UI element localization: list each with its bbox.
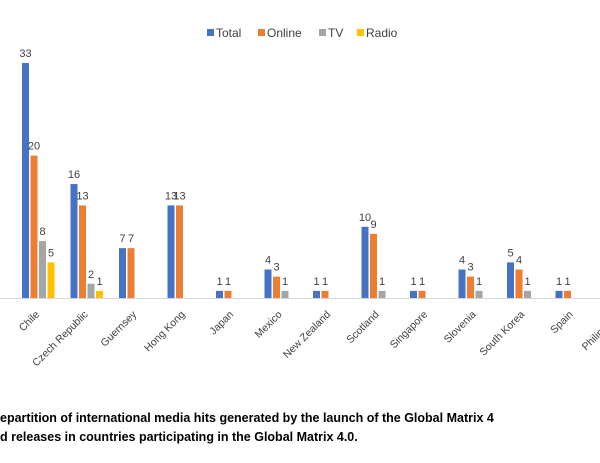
bar-chile-tv (39, 241, 46, 298)
tick-label-south-korea: South Korea (477, 309, 527, 359)
bar-hong-kong-total (167, 205, 175, 298)
legend-swatch-total (207, 29, 214, 36)
data-label-czech-republic-online: 13 (76, 190, 88, 202)
data-label-singapore-total: 1 (410, 276, 416, 288)
bar-guernsey-online (127, 248, 135, 298)
data-label-singapore-online: 1 (419, 276, 425, 288)
data-label-new-zealand-online: 1 (322, 276, 328, 288)
caption-line-2: d releases in countries participating in… (0, 430, 358, 444)
bar-czech-republic-online (79, 205, 86, 298)
data-label-guernsey-total: 7 (119, 233, 125, 245)
bar-czech-republic-tv (87, 283, 95, 298)
data-label-spain-total: 1 (556, 276, 562, 288)
bar-spain-total (555, 290, 563, 298)
data-label-guernsey-online: 7 (128, 233, 134, 245)
bars (22, 63, 571, 298)
legend-label-tv: TV (328, 26, 343, 40)
bar-scotland-online (370, 233, 377, 298)
legend: Total Online TV Radio (207, 26, 398, 40)
data-label-chile-tv: 8 (39, 226, 45, 238)
data-label-scotland-online: 9 (370, 219, 376, 231)
data-label-japan-online: 1 (225, 276, 231, 288)
figure-caption: epartition of international media hits g… (0, 409, 600, 447)
data-label-chile-online: 20 (28, 141, 40, 153)
bar-south-korea-tv (524, 290, 531, 298)
bar-mexico-tv (281, 290, 289, 298)
data-label-mexico-online: 3 (273, 262, 279, 274)
bar-slovenia-total (458, 269, 466, 298)
bar-slovenia-tv (475, 290, 483, 298)
legend-swatch-tv (319, 29, 326, 36)
data-label-spain-online: 1 (564, 276, 570, 288)
bar-czech-republic-radio (96, 290, 103, 298)
tick-label-philippines: Philippines (580, 309, 600, 353)
legend-label-radio: Radio (366, 26, 398, 40)
bar-chile-radio (47, 262, 55, 298)
data-label-slovenia-total: 4 (459, 255, 465, 267)
data-label-scotland-total: 10 (359, 212, 371, 224)
data-label-chile-radio: 5 (48, 247, 54, 259)
bar-spain-online (564, 290, 571, 298)
bar-scotland-total (361, 226, 369, 298)
bar-mexico-online (273, 276, 280, 298)
data-label-south-korea-tv: 1 (524, 276, 530, 288)
data-label-czech-republic-total: 16 (68, 169, 80, 181)
bar-new-zealand-total (313, 290, 320, 298)
data-label-hong-kong-online: 13 (173, 190, 185, 202)
bar-new-zealand-online (321, 290, 329, 298)
bar-singapore-online (418, 290, 426, 298)
data-label-mexico-total: 4 (265, 255, 271, 267)
bar-czech-republic-total (70, 184, 78, 298)
data-label-slovenia-tv: 1 (476, 276, 482, 288)
legend-swatch-radio (357, 29, 364, 36)
tick-label-chile: Chile (17, 309, 43, 335)
tick-label-spain: Spain (548, 309, 576, 337)
tick-label-scotland: Scotland (344, 309, 381, 346)
legend-swatch-online (258, 29, 265, 36)
bar-japan-total (216, 290, 223, 298)
legend-label-online: Online (267, 26, 302, 40)
tick-label-singapore: Singapore (388, 309, 430, 351)
bar-scotland-tv (378, 290, 386, 298)
data-label-slovenia-online: 3 (467, 262, 473, 274)
tick-label-new-zealand: New Zealand (281, 309, 333, 361)
data-label-hong-kong-total: 13 (165, 190, 177, 202)
data-labels: 3320851613217713131143111109111431541111… (19, 48, 570, 288)
bar-chile-online (30, 155, 38, 298)
data-label-chile-total: 33 (19, 48, 31, 60)
data-label-south-korea-online: 4 (516, 255, 522, 267)
data-label-mexico-tv: 1 (282, 276, 288, 288)
data-label-new-zealand-total: 1 (313, 276, 319, 288)
tick-label-hong-kong: Hong Kong (142, 309, 188, 355)
data-label-south-korea-total: 5 (507, 247, 513, 259)
bar-japan-online (224, 290, 232, 298)
bar-chile-total (22, 63, 29, 298)
tick-label-japan: Japan (207, 309, 236, 338)
bar-south-korea-online (515, 269, 523, 298)
data-label-scotland-tv: 1 (379, 276, 385, 288)
bar-singapore-total (410, 290, 417, 298)
bar-hong-kong-online (176, 205, 183, 298)
data-label-japan-total: 1 (216, 276, 222, 288)
tick-label-mexico: Mexico (253, 309, 285, 341)
bar-mexico-total (264, 269, 272, 298)
caption-line-1: epartition of international media hits g… (0, 411, 494, 425)
bar-slovenia-online (467, 276, 474, 298)
tick-label-slovenia: Slovenia (442, 309, 479, 346)
tick-label-guernsey: Guernsey (98, 308, 139, 349)
legend-label-total: Total (216, 26, 241, 40)
bar-south-korea-total (507, 262, 514, 298)
bar-guernsey-total (119, 248, 126, 298)
data-label-czech-republic-tv: 2 (88, 269, 94, 281)
data-label-czech-republic-radio: 1 (96, 276, 102, 288)
